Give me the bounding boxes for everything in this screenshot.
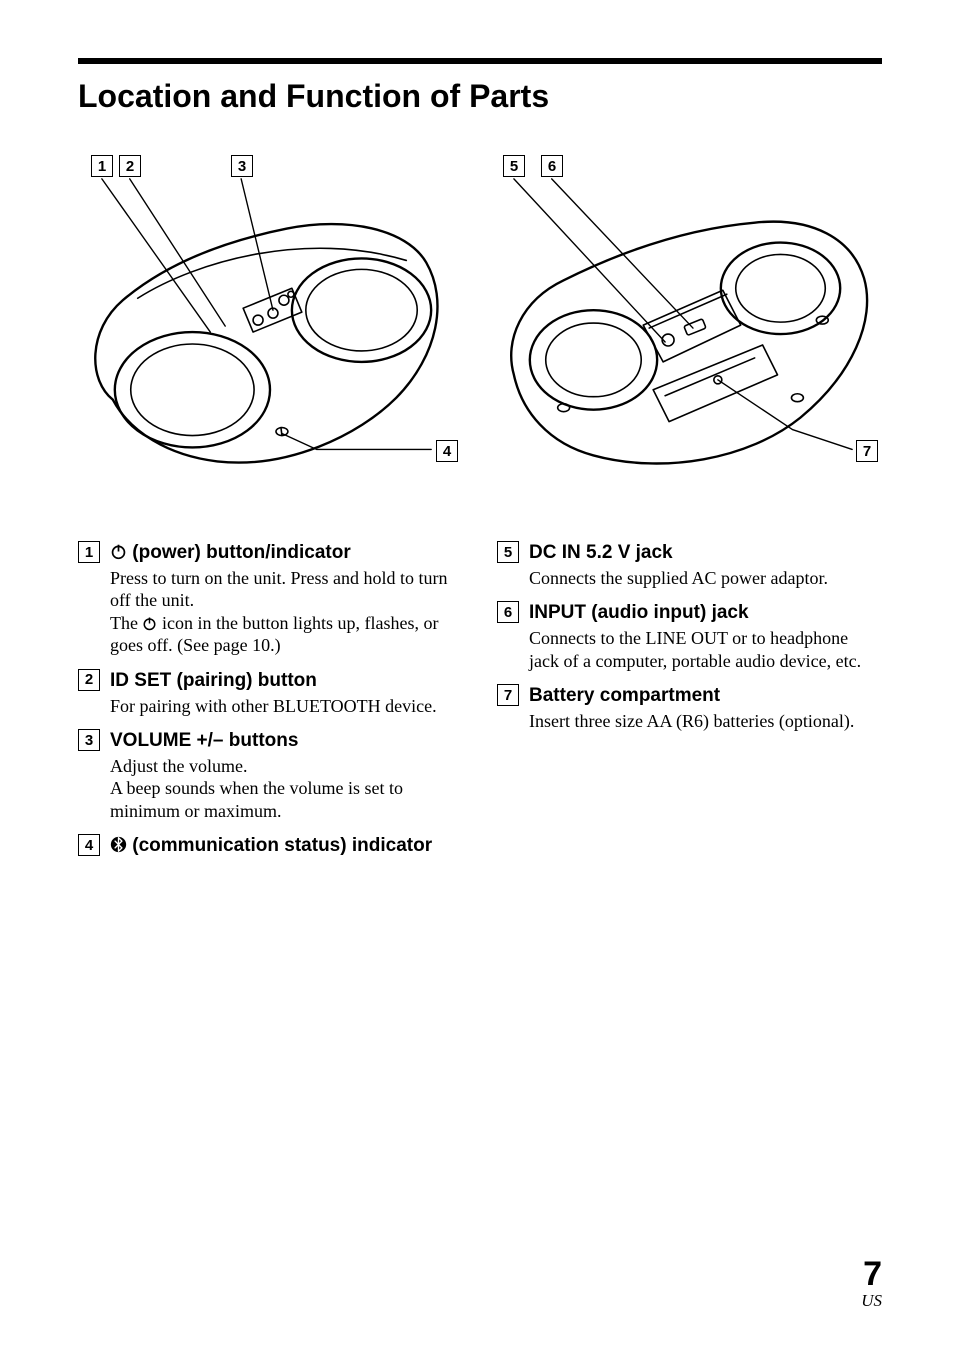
item-3-desc-a: Adjust the volume. [110,755,463,778]
item-2-number: 2 [78,669,100,691]
bluetooth-icon [110,836,127,853]
item-7-number: 7 [497,684,519,706]
callout-3: 3 [231,155,253,177]
figures-row: 1 2 3 4 [78,151,882,481]
column-right: 5 DC IN 5.2 V jack Connects the supplied… [497,541,882,872]
item-6: 6 INPUT (audio input) jack Connects to t… [497,601,882,672]
callout-5: 5 [503,155,525,177]
item-7-title: Battery compartment [529,684,882,708]
callout-2: 2 [119,155,141,177]
page-title: Location and Function of Parts [78,78,882,115]
figure-bottom-view: 5 6 7 [494,151,882,481]
top-rule [78,58,882,64]
item-2: 2 ID SET (pairing) button For pairing wi… [78,669,463,717]
item-4-title-text: (communication status) indicator [127,835,432,856]
item-6-desc: Connects to the LINE OUT or to headphone… [529,627,882,672]
item-1-desc-b-post: icon in the button lights up, flashes, o… [110,613,438,656]
callout-7: 7 [856,440,878,462]
item-1-desc-b: The icon in the button lights up, flashe… [110,612,463,657]
item-3-desc-b: A beep sounds when the volume is set to … [110,777,463,822]
item-1: 1 (power) button/indicator Press to turn… [78,541,463,657]
item-1-desc-a: Press to turn on the unit. Press and hol… [110,567,463,612]
item-3: 3 VOLUME +/– buttons Adjust the volume. … [78,729,463,822]
item-7: 7 Battery compartment Insert three size … [497,684,882,732]
item-4: 4 (communication status) indicator [78,834,463,860]
item-1-desc-b-pre: The [110,613,142,633]
page-number: 7 [861,1257,882,1291]
item-5-number: 5 [497,541,519,563]
power-icon-inline [142,616,157,631]
item-5: 5 DC IN 5.2 V jack Connects the supplied… [497,541,882,589]
item-3-title: VOLUME +/– buttons [110,729,463,753]
item-5-title: DC IN 5.2 V jack [529,541,882,565]
column-left: 1 (power) button/indicator Press to turn… [78,541,463,872]
callout-1: 1 [91,155,113,177]
region-code: US [861,1291,882,1311]
callout-6: 6 [541,155,563,177]
item-4-number: 4 [78,834,100,856]
power-icon [110,543,127,560]
item-6-number: 6 [497,601,519,623]
item-3-number: 3 [78,729,100,751]
item-1-title-text: (power) button/indicator [127,542,351,563]
item-1-title: (power) button/indicator [110,541,463,565]
item-6-title: INPUT (audio input) jack [529,601,882,625]
callout-4: 4 [436,440,458,462]
item-2-title: ID SET (pairing) button [110,669,463,693]
item-1-number: 1 [78,541,100,563]
page-footer: 7 US [861,1257,882,1311]
item-5-desc: Connects the supplied AC power adaptor. [529,567,882,590]
item-2-desc: For pairing with other BLUETOOTH device. [110,695,463,718]
item-4-title: (communication status) indicator [110,834,463,858]
figure-top-view: 1 2 3 4 [78,151,466,481]
descriptions: 1 (power) button/indicator Press to turn… [78,541,882,872]
item-7-desc: Insert three size AA (R6) batteries (opt… [529,710,882,733]
